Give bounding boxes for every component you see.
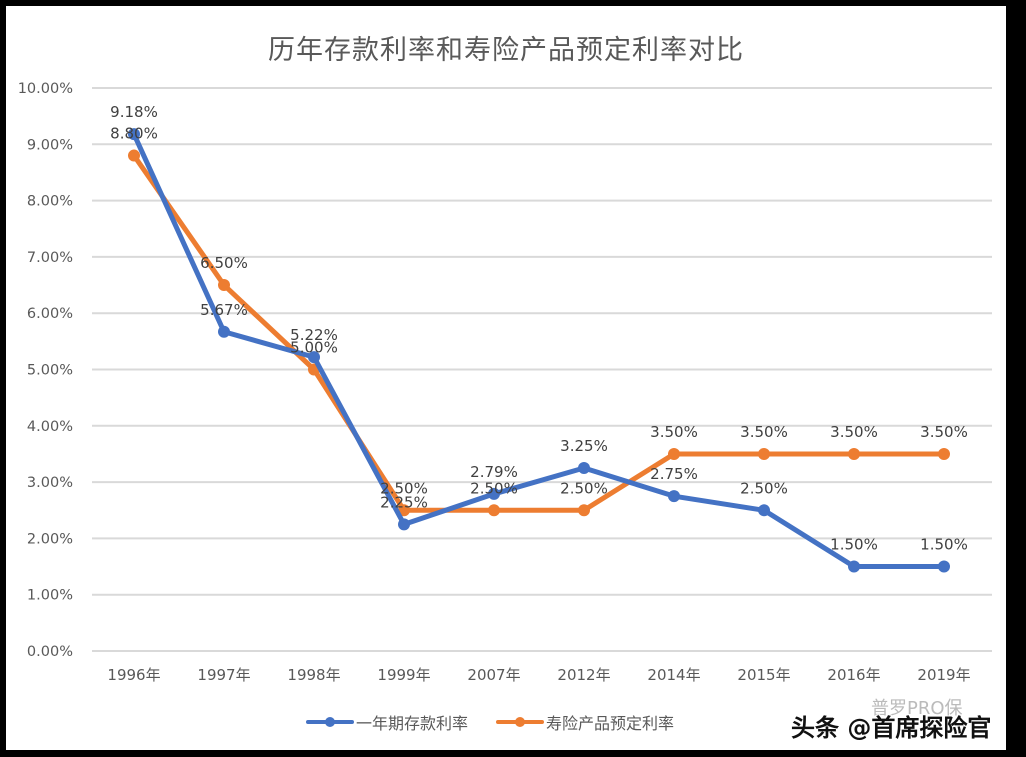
legend-label: 一年期存款利率 (356, 714, 469, 733)
data-point-marker[interactable] (578, 462, 590, 475)
data-point-marker[interactable] (308, 351, 320, 364)
y-tick-label: 1.00% (27, 588, 73, 604)
legend-item-insurance-rate: 寿险产品预定利率 (496, 710, 674, 734)
legend-line-marker-icon (306, 717, 354, 727)
data-point-marker[interactable] (938, 447, 950, 460)
data-point-marker[interactable] (128, 149, 140, 162)
data-point-marker[interactable] (398, 504, 410, 517)
x-tick-label: 1999年 (377, 666, 430, 684)
x-tick-label: 1998年 (287, 666, 340, 684)
data-point-marker[interactable] (578, 504, 590, 517)
data-label: 2.50% (380, 479, 428, 497)
data-point-marker[interactable] (758, 504, 770, 517)
data-label: 2.25% (380, 493, 428, 511)
y-tick-label: 9.00% (27, 137, 73, 153)
x-tick-label: 2014年 (647, 666, 700, 684)
data-label: 5.22% (290, 326, 338, 344)
data-label: 1.50% (830, 536, 878, 554)
data-point-marker[interactable] (398, 518, 410, 531)
legend: 一年期存款利率 寿险产品预定利率 (306, 710, 674, 734)
data-label: 2.50% (740, 479, 788, 497)
y-tick-label: 0.00% (27, 644, 73, 660)
chart-title: 历年存款利率和寿险产品预定利率对比 (268, 35, 744, 66)
x-tick-label: 2015年 (737, 666, 790, 684)
data-label: 2.75% (650, 465, 698, 483)
data-label: 3.25% (560, 437, 608, 455)
data-point-marker[interactable] (848, 560, 860, 573)
legend-label: 寿险产品预定利率 (546, 714, 675, 733)
data-point-marker[interactable] (128, 128, 140, 141)
data-label: 8.80% (110, 125, 158, 143)
data-label: 3.50% (920, 423, 968, 441)
y-tick-label: 2.00% (27, 531, 73, 547)
data-label: 9.18% (110, 103, 158, 121)
data-label: 2.50% (560, 479, 608, 497)
y-tick-label: 6.00% (27, 306, 73, 322)
data-label: 5.67% (200, 301, 248, 319)
x-tick-label: 2019年 (917, 666, 970, 684)
data-point-marker[interactable] (848, 447, 860, 460)
y-tick-label: 5.00% (27, 363, 73, 379)
data-label: 2.79% (470, 463, 518, 481)
legend-line-marker-icon (496, 717, 545, 727)
x-tick-label: 1996年 (107, 666, 160, 684)
data-point-marker[interactable] (488, 504, 500, 517)
y-tick-label: 7.00% (27, 250, 73, 266)
data-point-marker[interactable] (668, 490, 680, 503)
y-tick-label: 4.00% (27, 419, 73, 435)
data-point-marker[interactable] (218, 279, 230, 292)
chart-frame: 历年存款利率和寿险产品预定利率对比 0.00% 1.00% 2.00% 3.00% 4.… (6, 6, 1006, 750)
data-point-marker[interactable] (488, 487, 500, 500)
x-tick-label: 2012年 (557, 666, 610, 684)
x-tick-label: 2007年 (467, 666, 520, 684)
legend-item-deposit-rate: 一年期存款利率 (306, 710, 468, 734)
data-label: 6.50% (200, 254, 248, 272)
y-tick-label: 10.00% (18, 81, 73, 97)
data-label: 3.50% (740, 423, 788, 441)
plot-area: 0.00% 1.00% 2.00% 3.00% 4.00% 5.00% 6.00% 7.00%… (18, 81, 992, 684)
watermark: 头条 @首席探险官 (791, 714, 992, 742)
watermark-faint: 普罗PRO保 (871, 698, 963, 719)
y-tick-label: 8.00% (27, 194, 73, 210)
y-tick-label: 3.00% (27, 475, 73, 491)
x-tick-label: 1997年 (197, 666, 250, 684)
data-label: 5.00% (290, 339, 338, 357)
series-line (131, 154, 944, 513)
data-point-marker[interactable] (758, 447, 770, 460)
x-tick-label: 2016年 (827, 666, 880, 684)
data-label: 3.50% (650, 423, 698, 441)
data-point-marker[interactable] (668, 447, 680, 460)
data-point-marker[interactable] (938, 560, 950, 573)
data-label: 1.50% (920, 536, 968, 554)
data-label: 3.50% (830, 423, 878, 441)
series-line (131, 133, 944, 570)
data-label: 2.50% (470, 479, 518, 497)
data-point-marker[interactable] (218, 325, 230, 338)
